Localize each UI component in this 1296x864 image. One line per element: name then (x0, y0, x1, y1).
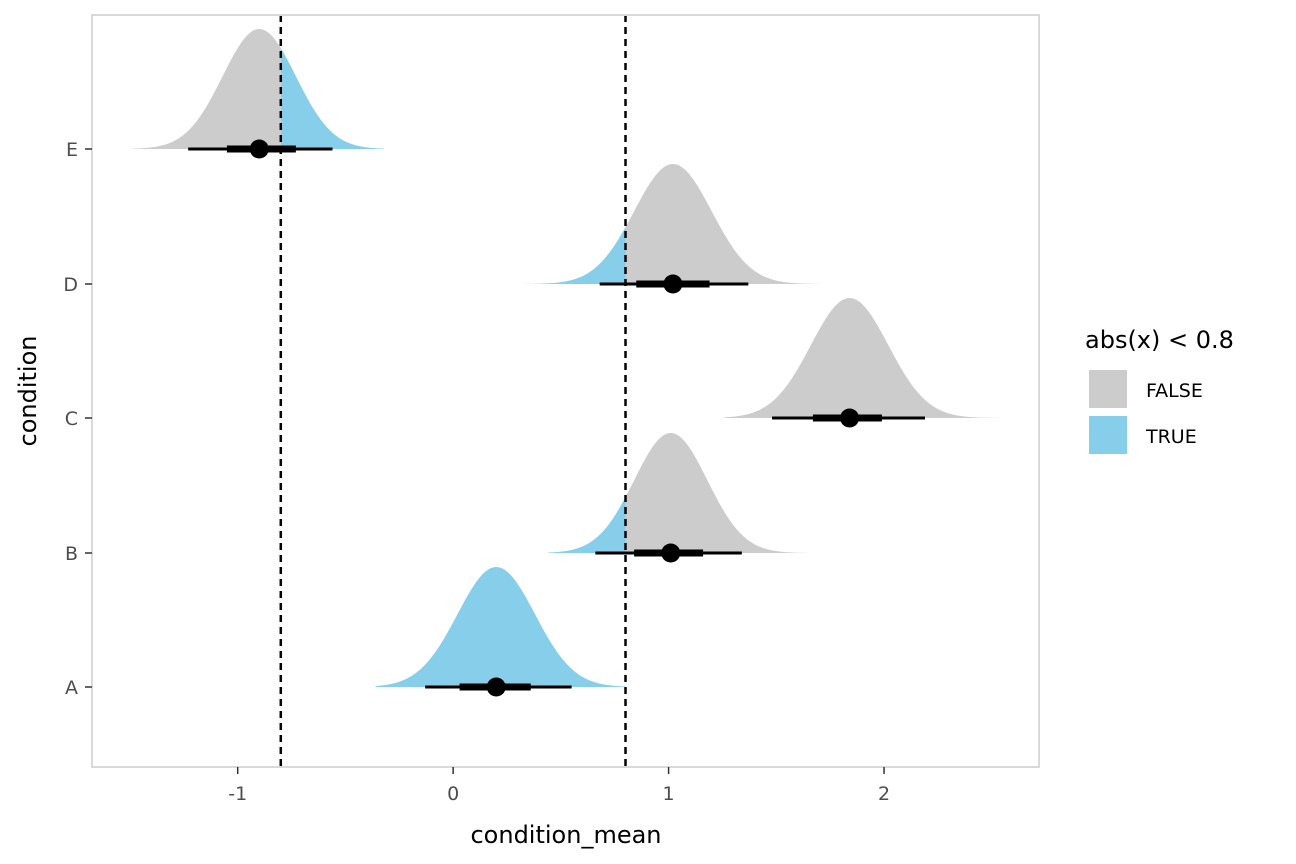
point-median-B (661, 543, 681, 563)
x-tick-label-2: 1 (663, 783, 675, 805)
pointinterval-E (188, 139, 333, 159)
legend-key-true (1089, 416, 1127, 454)
legend-label-true: TRUE (1145, 426, 1197, 448)
x-tick-label-1: 0 (447, 783, 459, 805)
x-axis: -1 0 1 2 (228, 767, 890, 805)
slab-A-true-region-0 (375, 567, 626, 687)
slab-E (132, 29, 385, 150)
y-tick-label-D: D (63, 274, 78, 296)
point-median-D (663, 274, 683, 294)
y-tick-label-C: C (65, 408, 78, 430)
slab-E-true-region-1 (280, 48, 385, 150)
legend-key-false (1089, 370, 1127, 408)
y-tick-label-A: A (65, 677, 78, 699)
slab-B-false-region-1 (625, 433, 809, 553)
x-tick-label-0: -1 (228, 783, 247, 805)
slab-E-false-region-0 (132, 29, 281, 149)
slab-D-true-region-0 (519, 227, 626, 284)
point-median-E (249, 139, 269, 159)
legend: abs(x) < 0.8 FALSE TRUE (1085, 326, 1234, 454)
pointinterval-A (425, 677, 572, 697)
slab-B-true-region-0 (547, 497, 626, 553)
slab-C-false-region-0 (724, 298, 999, 418)
panel-border (91, 14, 1040, 768)
pointinterval-C (772, 408, 925, 428)
legend-title: abs(x) < 0.8 (1085, 326, 1234, 354)
slab-B (547, 433, 809, 553)
y-tick-label-E: E (66, 139, 78, 161)
slab-C (724, 298, 999, 418)
y-tick-label-B: B (65, 543, 78, 565)
interval-layer (188, 139, 925, 697)
y-axis: A B C D E (63, 139, 92, 699)
y-axis-title: condition (14, 336, 42, 447)
point-median-C (840, 408, 860, 428)
density-layer (132, 29, 999, 687)
pointinterval-D (599, 274, 749, 294)
slab-D-false-region-1 (625, 164, 822, 284)
legend-label-false: FALSE (1146, 380, 1203, 402)
point-median-A (486, 677, 506, 697)
pointinterval-B (595, 543, 742, 563)
reference-lines (279, 15, 627, 767)
x-tick-label-3: 2 (878, 783, 890, 805)
x-axis-title: condition_mean (470, 821, 661, 849)
slab-D (519, 164, 822, 284)
slab-A (375, 567, 626, 687)
